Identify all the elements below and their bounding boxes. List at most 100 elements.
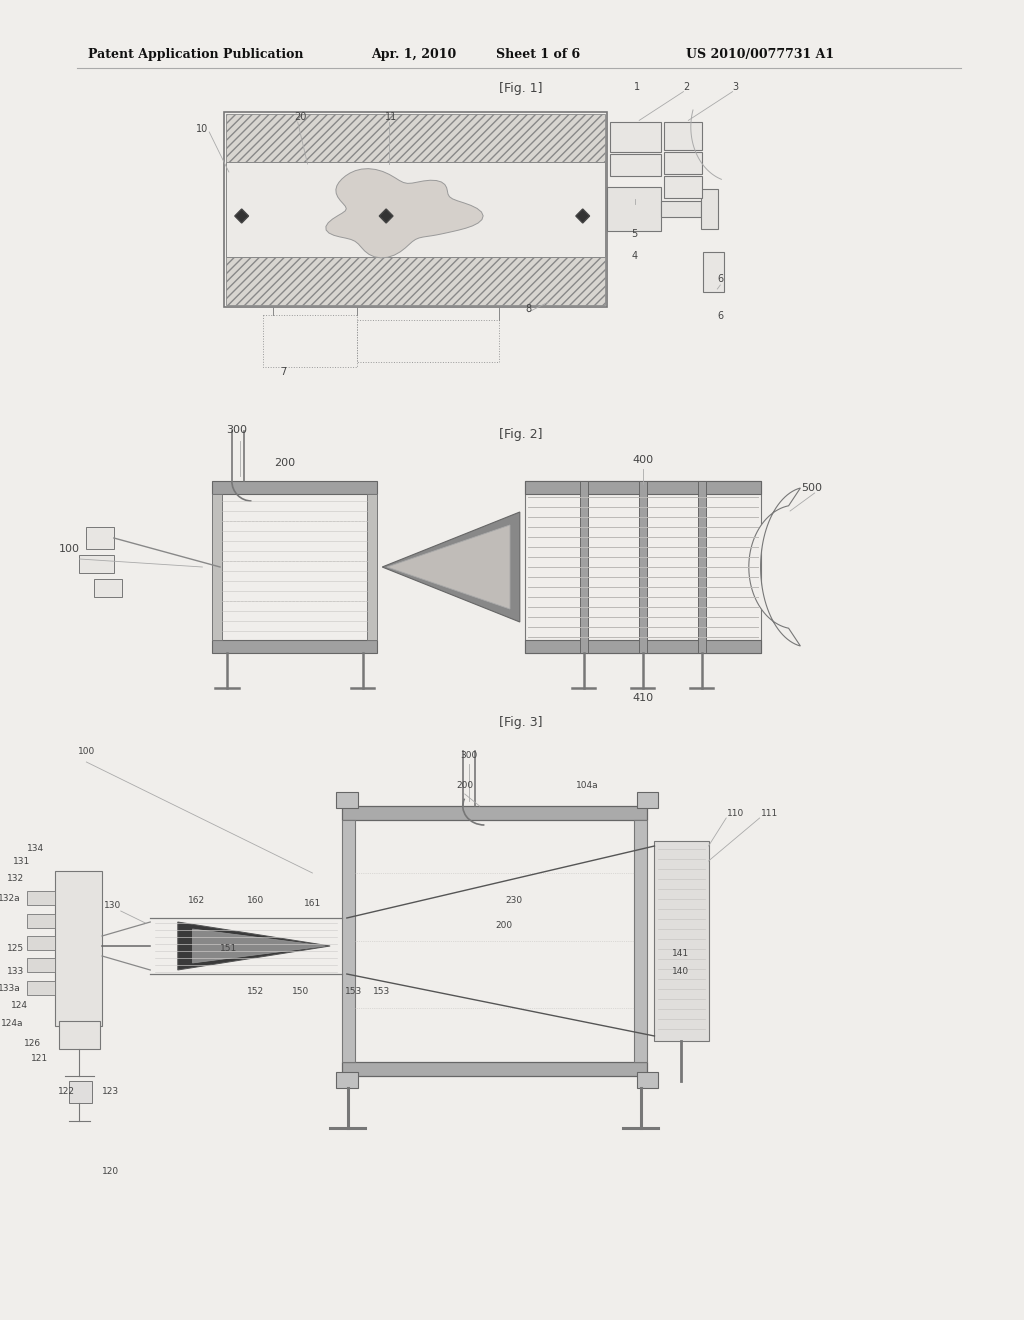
Bar	[637, 1072, 658, 1088]
Bar	[654, 841, 709, 1041]
Text: 126: 126	[24, 1039, 41, 1048]
Polygon shape	[379, 209, 393, 223]
Bar	[336, 1072, 357, 1088]
Text: 300: 300	[460, 751, 477, 760]
Bar	[524, 480, 761, 653]
Bar	[342, 1063, 646, 1076]
Text: 100: 100	[59, 544, 80, 554]
Text: Sheet 1 of 6: Sheet 1 of 6	[497, 48, 581, 61]
Bar	[212, 480, 377, 494]
Text: 152: 152	[247, 987, 264, 997]
Bar	[226, 162, 605, 257]
Bar	[28, 891, 55, 906]
Text: 110: 110	[727, 809, 744, 818]
Polygon shape	[387, 525, 510, 609]
Text: 300: 300	[226, 425, 247, 436]
Text: 150: 150	[292, 987, 309, 997]
Bar	[524, 640, 761, 653]
Text: 134: 134	[27, 843, 44, 853]
Text: 153: 153	[345, 987, 362, 997]
Polygon shape	[749, 488, 801, 645]
Text: 130: 130	[104, 902, 122, 909]
Bar	[342, 807, 646, 820]
Bar	[702, 252, 724, 292]
Text: 3: 3	[732, 82, 738, 92]
Bar	[28, 913, 55, 928]
Text: 1: 1	[634, 82, 640, 92]
Text: 100: 100	[78, 747, 95, 756]
Text: 6: 6	[717, 312, 723, 321]
Bar	[263, 315, 356, 367]
Bar	[637, 792, 658, 808]
Bar	[665, 152, 701, 174]
Text: 104a: 104a	[577, 781, 599, 789]
Bar	[212, 640, 377, 653]
Bar	[226, 257, 605, 305]
Bar	[665, 176, 701, 198]
Bar	[69, 1081, 92, 1104]
Bar	[639, 480, 646, 653]
Bar	[356, 319, 499, 362]
Text: 2: 2	[683, 82, 689, 92]
Bar	[80, 554, 114, 573]
Bar	[28, 981, 55, 995]
Bar	[662, 201, 700, 216]
Text: [Fig. 3]: [Fig. 3]	[499, 715, 543, 729]
Text: 6: 6	[717, 275, 723, 284]
Text: US 2010/0077731 A1: US 2010/0077731 A1	[686, 48, 834, 61]
Text: 121: 121	[31, 1053, 48, 1063]
Text: 125: 125	[7, 944, 25, 953]
Text: 230: 230	[506, 896, 522, 906]
Text: 500: 500	[801, 483, 822, 492]
Bar	[697, 480, 706, 653]
Text: Apr. 1, 2010: Apr. 1, 2010	[372, 48, 457, 61]
Polygon shape	[575, 209, 590, 223]
Text: 7: 7	[280, 367, 286, 378]
Bar	[607, 187, 662, 231]
Bar	[368, 494, 377, 640]
Text: 11: 11	[385, 112, 397, 121]
Bar	[580, 480, 588, 653]
Text: 20: 20	[295, 112, 307, 121]
Text: 132a: 132a	[0, 894, 22, 903]
Bar	[665, 121, 701, 150]
Text: 133a: 133a	[0, 983, 22, 993]
Text: 140: 140	[673, 968, 689, 975]
Text: 122: 122	[58, 1086, 75, 1096]
Text: 161: 161	[304, 899, 322, 908]
Text: 200: 200	[457, 781, 473, 789]
Bar	[336, 792, 357, 808]
Text: 132: 132	[7, 874, 25, 883]
Bar	[700, 189, 719, 228]
Text: 160: 160	[247, 896, 264, 906]
Text: 410: 410	[632, 693, 653, 704]
Text: 162: 162	[187, 896, 205, 906]
Text: 123: 123	[102, 1086, 120, 1096]
Polygon shape	[178, 921, 330, 970]
Text: [Fig. 2]: [Fig. 2]	[499, 428, 543, 441]
Text: 10: 10	[197, 124, 209, 135]
Text: 4: 4	[632, 251, 638, 261]
Bar	[55, 871, 102, 1026]
Text: 131: 131	[13, 857, 30, 866]
Polygon shape	[382, 512, 520, 622]
Text: [Fig. 1]: [Fig. 1]	[499, 82, 543, 95]
Text: 153: 153	[373, 987, 390, 997]
Bar	[226, 114, 605, 162]
Bar	[342, 820, 354, 1063]
Bar	[28, 958, 55, 972]
Polygon shape	[234, 209, 249, 223]
Text: 141: 141	[673, 949, 689, 958]
Text: 133: 133	[7, 968, 25, 975]
Bar	[634, 820, 646, 1063]
Polygon shape	[193, 929, 326, 964]
Bar	[524, 480, 761, 494]
Bar	[58, 1020, 100, 1049]
Text: 120: 120	[102, 1167, 120, 1176]
Bar	[94, 579, 122, 597]
Text: Patent Application Publication: Patent Application Publication	[88, 48, 304, 61]
Bar	[86, 527, 114, 549]
Text: 151: 151	[220, 944, 238, 953]
Bar	[610, 121, 662, 152]
Bar	[610, 154, 662, 176]
